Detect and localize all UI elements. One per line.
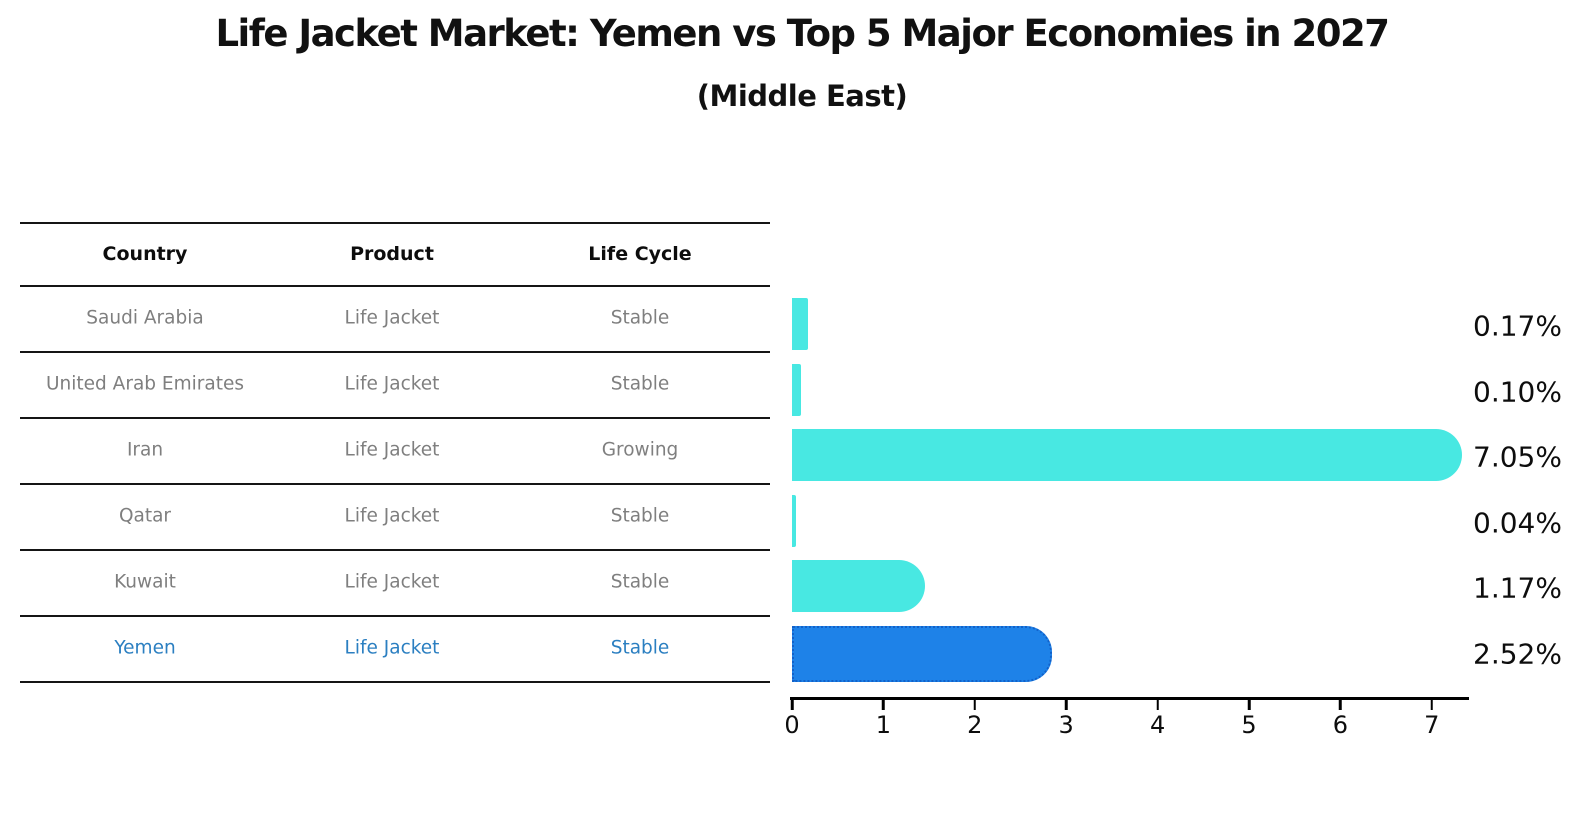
table-cell-life_cycle: Growing <box>601 439 679 461</box>
x-axis-tick-label: 4 <box>1149 711 1166 739</box>
x-axis-tick-label: 5 <box>1241 711 1257 739</box>
table-cell-product: Life Jacket <box>344 637 440 659</box>
table-cell-life_cycle: Stable <box>610 571 670 593</box>
table-cell-product: Life Jacket <box>344 307 440 329</box>
x-axis-tick-label: 7 <box>1424 711 1440 739</box>
table-cell-country: Qatar <box>118 505 172 527</box>
value-label: 7.05% <box>1473 440 1562 474</box>
chart-subtitle: (Middle East) <box>696 79 908 113</box>
value-label: 1.17% <box>1473 571 1562 605</box>
table-separator-line <box>20 549 770 551</box>
chart-title: Life Jacket Market: Yemen vs Top 5 Major… <box>215 12 1390 55</box>
x-axis-tick <box>1247 699 1251 710</box>
x-axis-tick <box>1339 699 1342 710</box>
table-header-life-cycle: Life Cycle <box>588 242 692 265</box>
bar-yemen <box>792 626 1053 682</box>
table-header-country: Country <box>102 242 188 265</box>
table-header-product: Product <box>350 242 434 265</box>
table-separator-line <box>20 351 770 353</box>
x-axis-tick <box>1064 699 1068 710</box>
table-separator-line <box>20 615 770 617</box>
table-cell-product: Life Jacket <box>344 439 440 461</box>
value-label: 0.10% <box>1473 375 1562 409</box>
x-axis-tick <box>790 699 794 710</box>
table-cell-country: Iran <box>126 439 164 461</box>
value-label: 2.52% <box>1473 637 1562 671</box>
x-axis-tick-label: 0 <box>784 711 800 739</box>
x-axis-tick <box>973 699 977 710</box>
bar-kuwait <box>792 560 925 613</box>
bar-qatar <box>792 494 796 547</box>
table-cell-country: United Arab Emirates <box>46 373 244 395</box>
x-axis-tick-label: 3 <box>1058 711 1074 739</box>
table-cell-life_cycle: Stable <box>610 373 670 395</box>
x-axis-tick-label: 6 <box>1332 711 1349 739</box>
table-separator-line <box>20 222 770 224</box>
table-cell-country: Saudi Arabia <box>86 307 204 329</box>
table-cell-country: Yemen <box>114 637 176 659</box>
table-separator-line <box>20 285 770 287</box>
x-axis-tick <box>882 699 885 710</box>
bar-iran <box>792 429 1463 482</box>
table-separator-line <box>20 417 770 419</box>
value-label: 0.04% <box>1473 506 1562 540</box>
table-separator-line <box>20 681 770 683</box>
table-cell-country: Kuwait <box>114 571 176 593</box>
table-cell-product: Life Jacket <box>344 373 440 395</box>
bar-saudi-arabia <box>792 298 808 350</box>
x-axis-tick-label: 1 <box>875 711 892 739</box>
x-axis-tick-label: 2 <box>967 711 983 739</box>
table-cell-product: Life Jacket <box>344 505 440 527</box>
value-label: 0.17% <box>1473 309 1562 343</box>
table-cell-life_cycle: Stable <box>610 637 670 659</box>
table-separator-line <box>20 483 770 485</box>
x-axis-tick <box>1430 699 1434 710</box>
x-axis-line <box>790 697 1469 700</box>
x-axis-tick <box>1156 699 1159 710</box>
bar-united-arab-emirates <box>792 363 802 416</box>
table-cell-life_cycle: Stable <box>610 505 670 527</box>
table-cell-life_cycle: Stable <box>610 307 670 329</box>
table-cell-product: Life Jacket <box>344 571 440 593</box>
